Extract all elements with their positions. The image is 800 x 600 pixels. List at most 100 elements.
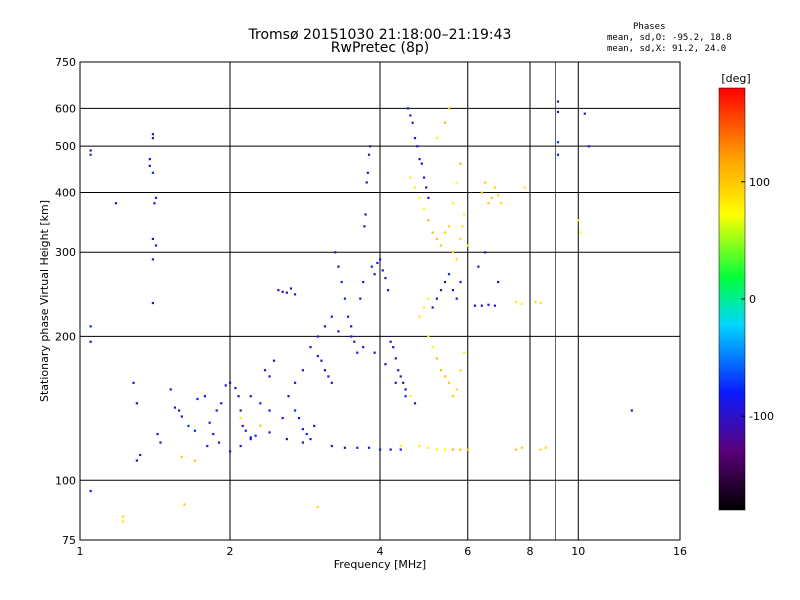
data-point-O — [487, 303, 490, 306]
data-point-O — [411, 121, 414, 124]
data-point-O — [373, 351, 376, 354]
data-point-O — [330, 444, 333, 448]
data-point-X — [447, 225, 451, 228]
data-point-X — [443, 121, 447, 124]
data-point-O — [376, 261, 379, 265]
y-tick-label: 750 — [55, 56, 76, 69]
data-point-O — [340, 280, 343, 284]
data-point-X — [459, 448, 462, 451]
data-point-O — [337, 330, 340, 333]
data-point-O — [379, 258, 382, 261]
data-point-X — [451, 448, 455, 451]
data-point-O — [343, 297, 347, 300]
data-point-X — [544, 446, 547, 449]
data-point-X — [435, 448, 438, 451]
data-point-O — [193, 429, 197, 432]
data-point-O — [362, 280, 365, 284]
data-point-X — [496, 194, 500, 197]
y-tick-label: 200 — [55, 330, 76, 343]
data-point-O — [259, 402, 262, 405]
data-point-X — [459, 237, 462, 241]
data-point-O — [323, 325, 327, 328]
data-point-O — [427, 196, 430, 199]
data-point-O — [309, 437, 312, 441]
data-point-O — [263, 369, 267, 372]
data-point-O — [337, 265, 340, 268]
data-point-O — [356, 446, 359, 449]
data-point-O — [350, 325, 353, 328]
y-tick-label: 100 — [55, 474, 76, 487]
data-point-O — [234, 386, 237, 390]
x-tick-label: 16 — [673, 545, 687, 558]
data-point-O — [367, 446, 371, 449]
data-point-X — [493, 186, 497, 189]
data-point-O — [583, 112, 586, 115]
y-tick-label: 500 — [55, 140, 76, 153]
data-point-O — [229, 450, 232, 453]
data-point-O — [151, 258, 155, 261]
data-point-O — [350, 335, 353, 338]
data-point-O — [320, 359, 323, 362]
data-point-O — [447, 273, 451, 276]
data-point-O — [285, 437, 288, 441]
data-point-O — [327, 375, 330, 378]
data-point-X — [539, 448, 542, 451]
data-point-X — [239, 416, 242, 420]
data-point-X — [418, 315, 421, 318]
data-point-O — [229, 381, 232, 384]
data-point-O — [316, 335, 319, 338]
data-point-X — [577, 219, 580, 222]
data-point-O — [268, 431, 271, 434]
data-point-X — [439, 369, 443, 372]
data-point-X — [427, 446, 430, 449]
data-point-O — [459, 280, 462, 284]
data-point-O — [386, 289, 390, 292]
data-point-O — [343, 446, 347, 449]
data-point-O — [132, 381, 135, 384]
data-point-O — [493, 304, 497, 307]
data-point-O — [397, 369, 400, 372]
data-point-O — [169, 388, 172, 391]
data-point-O — [389, 448, 392, 451]
data-point-O — [180, 415, 183, 418]
data-point-O — [177, 409, 181, 412]
data-point-X — [435, 137, 438, 140]
data-point-X — [447, 381, 451, 384]
chart-subtitle: RwPretec (8p) — [330, 40, 430, 56]
data-point-O — [363, 225, 366, 228]
data-point-O — [362, 346, 365, 349]
data-point-O — [630, 409, 633, 412]
data-point-O — [154, 196, 158, 199]
data-point-O — [272, 359, 276, 362]
data-point-X — [193, 459, 197, 462]
data-point-X — [443, 231, 447, 234]
data-point-O — [370, 265, 373, 268]
data-point-O — [346, 315, 350, 318]
data-point-O — [217, 441, 221, 444]
data-point-O — [477, 265, 480, 268]
colorbar-label: [deg] — [721, 72, 750, 85]
data-point-O — [254, 434, 257, 437]
x-tick-label: 6 — [464, 545, 471, 558]
data-point-O — [399, 448, 402, 451]
data-point-O — [406, 107, 410, 110]
data-point-O — [301, 441, 305, 444]
data-point-O — [404, 395, 407, 398]
data-point-O — [309, 346, 312, 349]
data-point-X — [463, 213, 466, 216]
data-point-X — [459, 369, 462, 372]
y-tick-label: 300 — [55, 246, 76, 259]
data-point-O — [89, 340, 92, 343]
data-point-O — [367, 153, 371, 156]
data-point-X — [399, 444, 402, 448]
data-point-O — [281, 290, 284, 293]
data-point-X — [122, 520, 125, 523]
data-point-O — [443, 280, 447, 284]
data-point-O — [480, 304, 483, 307]
data-point-O — [89, 489, 92, 493]
data-point-O — [249, 437, 252, 441]
data-point-O — [237, 395, 240, 398]
data-point-O — [139, 453, 142, 457]
data-point-O — [114, 202, 118, 205]
data-point-O — [409, 114, 412, 117]
